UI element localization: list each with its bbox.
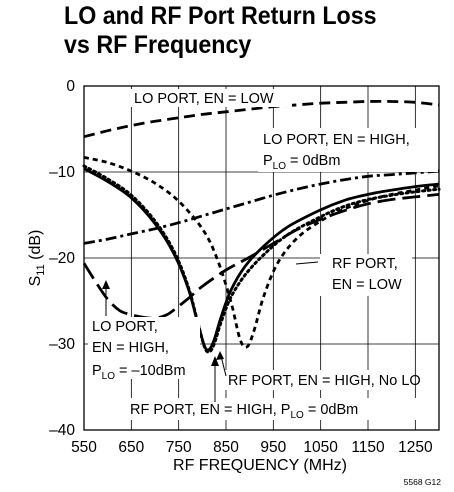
x-tick-label: 750 bbox=[166, 439, 192, 456]
annotation-bg-rf-high-0 bbox=[126, 398, 418, 420]
y-axis-label-unit: (dB) bbox=[27, 230, 44, 265]
chart-title: LO and RF Port Return Loss vs RF Frequen… bbox=[64, 2, 377, 60]
annotation-bg-lo-high-0 bbox=[258, 128, 438, 172]
annotation-leader-rf-low bbox=[295, 261, 319, 265]
annotation-leader-rf-nolo bbox=[220, 355, 227, 377]
tick-labels: 550 650 750 850 950 1050 1150 1250 0 –10 –20 –30 –40 bbox=[49, 78, 433, 456]
annotation-lo-high-m10-line3: PLO = –10dBm bbox=[92, 363, 186, 382]
series-lo-low bbox=[83, 99, 440, 139]
annotation-lo-high-m10-sub: LO bbox=[102, 371, 116, 382]
x-tick-label: 950 bbox=[260, 439, 286, 456]
x-axis-label: RF FREQUENCY (MHz) bbox=[173, 457, 347, 474]
annotation-bg-rf-low bbox=[320, 254, 412, 296]
x-tick-label: 550 bbox=[71, 439, 97, 456]
x-tick-label: 650 bbox=[118, 439, 144, 456]
annotation-lo-high-0-line1: LO PORT, EN = HIGH, bbox=[263, 132, 410, 148]
annotations: LO PORT, EN = LOW LO PORT, EN = HIGH, PL… bbox=[88, 89, 438, 421]
annotation-arrow-rf-high-0 bbox=[211, 356, 219, 366]
series-rf-high-nolo bbox=[82, 164, 441, 354]
annotation-lo-high-0-p: P bbox=[263, 153, 273, 169]
annotation-rf-high-0-rest: = 0dBm bbox=[304, 402, 358, 418]
annotation-rf-high-0-sub: LO bbox=[290, 410, 304, 421]
series-lo-high-m10 bbox=[82, 193, 440, 320]
x-tick-label: 1250 bbox=[398, 439, 433, 456]
annotation-rf-high-0: RF PORT, EN = HIGH, PLO = 0dBm bbox=[130, 402, 358, 421]
y-axis-label-main: S bbox=[27, 276, 44, 287]
annotation-rf-nolo: RF PORT, EN = HIGH, No LO bbox=[228, 373, 421, 389]
annotation-rf-low-line1: RF PORT, bbox=[332, 256, 398, 272]
y-tick-label: –10 bbox=[49, 164, 75, 181]
plot-frame bbox=[83, 85, 440, 431]
annotation-arrow-lo-high-m10 bbox=[102, 280, 110, 289]
y-axis-label: S11 (dB) bbox=[27, 230, 47, 287]
annotation-arrow-rf-nolo bbox=[216, 351, 224, 360]
series-rf-low bbox=[83, 156, 440, 349]
annotation-lo-high-m10-line2: EN = HIGH, bbox=[92, 340, 169, 356]
y-tick-label: 0 bbox=[66, 78, 75, 95]
series-lo-high-0 bbox=[83, 169, 440, 245]
annotation-lo-high-m10-p: P bbox=[92, 363, 102, 379]
y-axis-label-sub: 11 bbox=[35, 264, 47, 275]
annotation-lo-high-0-sub: LO bbox=[273, 161, 287, 172]
chart-title-line-2: vs RF Frequency bbox=[64, 31, 252, 59]
x-tick-label: 850 bbox=[213, 439, 239, 456]
figure-code: 5568 G12 bbox=[404, 477, 442, 487]
annotation-lo-high-m10-rest: = –10dBm bbox=[115, 363, 186, 379]
annotation-lo-high-m10-line1: LO PORT, bbox=[92, 319, 158, 335]
y-tick-label: –40 bbox=[49, 422, 75, 439]
x-tick-label: 1050 bbox=[303, 439, 338, 456]
x-tick-label: 1150 bbox=[351, 439, 385, 456]
series-rf-high-0 bbox=[83, 167, 440, 352]
annotation-rf-low-line2: EN = LOW bbox=[332, 277, 402, 293]
annotation-bg-lo-low bbox=[130, 89, 292, 107]
curves bbox=[82, 99, 441, 354]
chart-title-line-1: LO and RF Port Return Loss bbox=[64, 2, 377, 30]
annotation-lo-high-0-rest: = 0dBm bbox=[286, 153, 340, 169]
annotation-lo-low: LO PORT, EN = LOW bbox=[134, 91, 274, 107]
annotation-bg-lo-high-m10 bbox=[88, 317, 200, 379]
annotation-rf-high-0-main: RF PORT, EN = HIGH, P bbox=[130, 402, 290, 418]
annotation-lo-high-0-line2: PLO = 0dBm bbox=[263, 153, 340, 172]
annotation-bg-rf-nolo bbox=[224, 370, 410, 390]
y-tick-label: –30 bbox=[49, 336, 75, 353]
y-tick-label: –20 bbox=[49, 250, 75, 267]
